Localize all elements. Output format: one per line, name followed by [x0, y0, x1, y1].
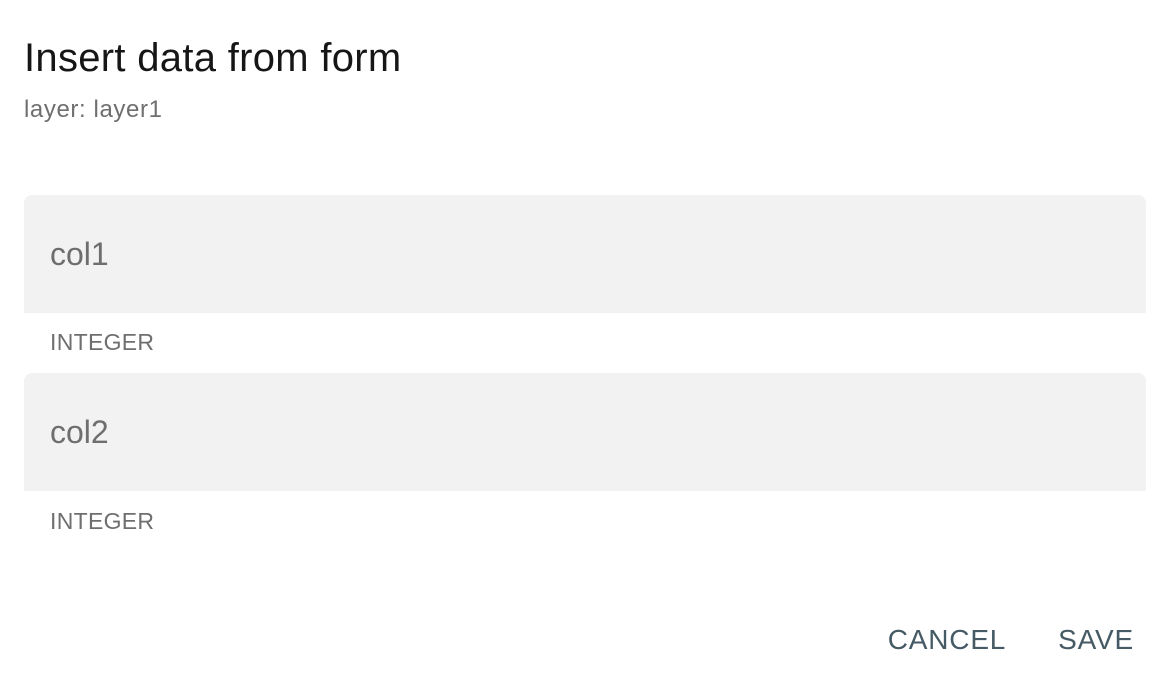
col1-type-hint: INTEGER: [50, 329, 155, 355]
col1-input[interactable]: [24, 195, 1146, 313]
col2-field[interactable]: [24, 373, 1146, 491]
col2-type-hint: INTEGER: [50, 508, 155, 534]
dialog-actions: CANCEL SAVE: [876, 610, 1146, 670]
cancel-button[interactable]: CANCEL: [876, 616, 1018, 664]
col2-input[interactable]: [24, 373, 1146, 491]
save-button[interactable]: SAVE: [1046, 616, 1146, 664]
col1-field[interactable]: [24, 195, 1146, 313]
dialog-title: Insert data from form: [24, 36, 402, 80]
dialog-subtitle: layer: layer1: [24, 96, 163, 123]
